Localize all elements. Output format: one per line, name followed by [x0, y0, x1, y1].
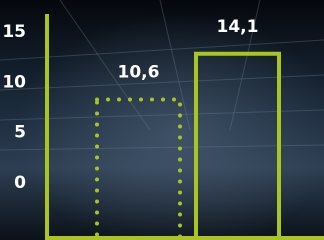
value-label: 10,6	[118, 62, 160, 82]
y-tick-label: 15	[2, 22, 26, 42]
value-label: 14,1	[217, 17, 259, 37]
y-tick-label: 10	[2, 72, 26, 92]
chart: 0 5 10 15 10,6 14,1	[0, 0, 324, 240]
y-tick-label: 0	[14, 173, 26, 193]
page: {"chart_data": {"type": "bar", "categori…	[0, 0, 324, 240]
y-tick-label: 5	[14, 123, 26, 143]
